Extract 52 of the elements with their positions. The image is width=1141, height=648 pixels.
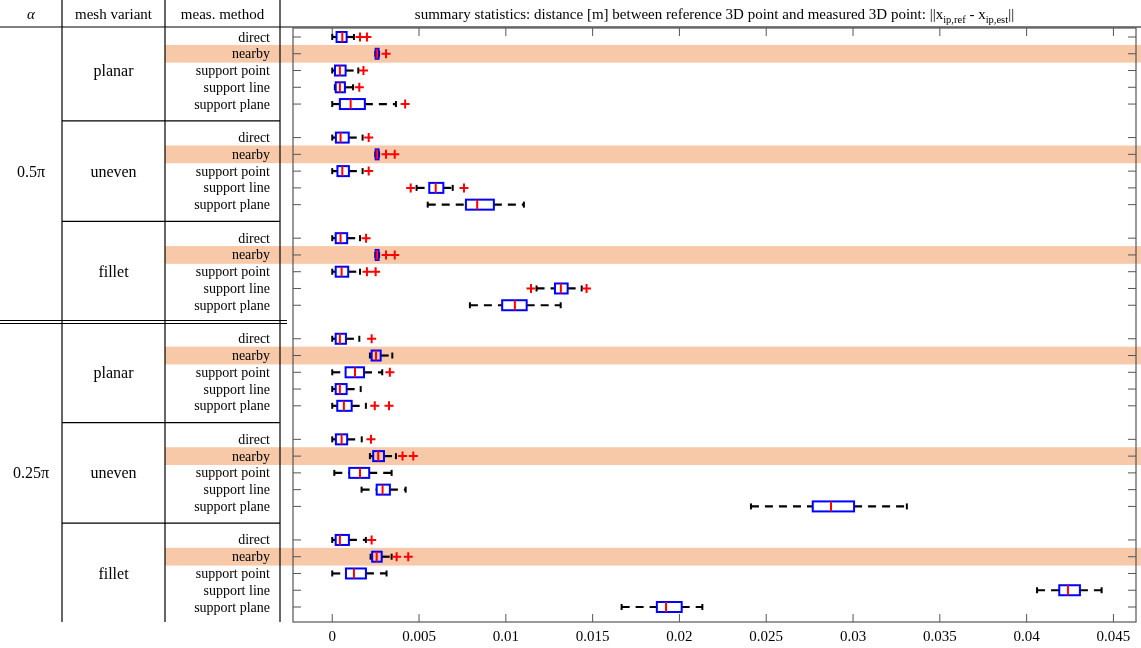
- y-tick-label: support point: [195, 565, 271, 581]
- y-tick-label: support point: [195, 465, 271, 481]
- y-tick-label: direct: [238, 29, 271, 45]
- y-tick-label: support point: [195, 163, 271, 179]
- x-tick-label: 0.045: [1096, 628, 1131, 644]
- y-tick-label: direct: [238, 532, 271, 548]
- y-tick-label: nearby: [231, 348, 270, 364]
- x-tick-label: 0.015: [575, 628, 610, 644]
- text: planar: [93, 62, 135, 81]
- x-tick-label: 0.035: [922, 628, 957, 644]
- text: fillet: [98, 564, 130, 582]
- y-tick-label: support line: [203, 180, 270, 196]
- y-tick-label: nearby: [231, 448, 270, 464]
- text: 0.5π: [16, 162, 46, 180]
- y-tick-label: nearby: [231, 46, 270, 62]
- y-tick-label: direct: [238, 130, 271, 146]
- y-tick-label: support plane: [194, 96, 270, 112]
- y-tick-label: direct: [238, 230, 271, 246]
- x-tick-label: 0.01: [492, 628, 519, 644]
- y-tick-label: support line: [203, 582, 270, 598]
- y-tick-label: support line: [203, 482, 270, 498]
- y-tick-label: support line: [203, 79, 270, 95]
- x-tick-label: 0.005: [402, 628, 436, 644]
- chart-title: summary statistics: distance [m] between reference 3D point and measured 3D point: ||x$_{ip,ref}$ - x$_{ip,est}$||: [414, 6, 1015, 25]
- y-tick-label: support point: [195, 364, 271, 380]
- y-tick-label: nearby: [231, 146, 270, 162]
- text: mesh variant: [74, 6, 153, 22]
- text: uneven: [90, 162, 137, 180]
- y-tick-label: support plane: [194, 297, 270, 313]
- text: uneven: [90, 464, 137, 482]
- y-tick-label: support line: [203, 381, 270, 397]
- text: meas. method: [180, 6, 265, 22]
- text: 0.25π: [12, 464, 50, 482]
- y-tick-label: support plane: [194, 599, 270, 615]
- x-tick-label: 0.02: [666, 628, 693, 644]
- text: fillet: [98, 263, 130, 281]
- y-tick-label: support plane: [194, 498, 270, 514]
- y-tick-label: nearby: [231, 549, 270, 565]
- x-tick-label: 0.025: [749, 628, 784, 644]
- y-tick-label: direct: [238, 431, 271, 447]
- y-tick-label: support plane: [194, 398, 270, 414]
- x-tick-label: 0.03: [839, 628, 867, 644]
- text: planar: [93, 363, 135, 382]
- y-tick-label: direct: [238, 331, 271, 347]
- x-tick-label: 0.04: [1013, 628, 1041, 644]
- x-tick-label: 0: [328, 628, 336, 644]
- y-tick-label: support line: [203, 280, 270, 296]
- y-tick-label: support point: [195, 63, 271, 79]
- y-tick-label: nearby: [231, 247, 270, 263]
- y-tick-label: support plane: [194, 197, 270, 213]
- y-tick-label: support point: [195, 264, 271, 280]
- text: α: [27, 6, 37, 22]
